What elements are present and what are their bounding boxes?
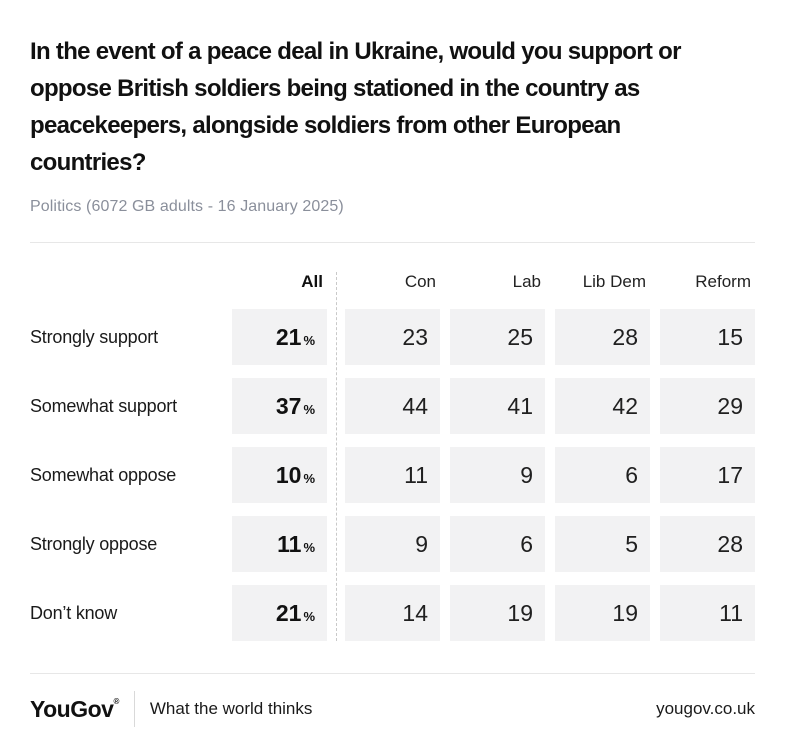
con-value-cell: 44 bbox=[345, 378, 440, 434]
all-value: 21 bbox=[275, 324, 302, 350]
survey-meta: Politics (6072 GB adults - 16 January 20… bbox=[30, 198, 344, 215]
table-row: Don’t know 21% 14 19 19 11 bbox=[30, 585, 755, 641]
column-header-all: All bbox=[301, 272, 323, 291]
reform-value-cell: 17 bbox=[660, 447, 755, 503]
libdem-value-cell: 19 bbox=[555, 585, 650, 641]
column-header-libdem: Lib Dem bbox=[582, 272, 646, 291]
all-value: 11 bbox=[277, 531, 302, 557]
con-value-cell: 9 bbox=[345, 516, 440, 572]
question-title: In the event of a peace deal in Ukraine,… bbox=[30, 33, 755, 181]
results-table: All Con Lab Lib Dem Reform Strongly supp… bbox=[30, 272, 755, 641]
footer-divider bbox=[30, 673, 755, 674]
con-value-cell: 14 bbox=[345, 585, 440, 641]
column-header-reform: Reform bbox=[695, 272, 751, 291]
percent-sign: % bbox=[303, 540, 315, 555]
registered-trademark-icon: ® bbox=[113, 696, 119, 706]
row-label: Strongly oppose bbox=[30, 533, 158, 554]
libdem-value-cell: 28 bbox=[555, 309, 650, 365]
reform-value-cell: 29 bbox=[660, 378, 755, 434]
all-value: 10 bbox=[275, 462, 302, 488]
title-line-1: In the event of a peace deal in Ukraine,… bbox=[30, 38, 681, 65]
lab-value-cell: 41 bbox=[450, 378, 545, 434]
libdem-value-cell: 6 bbox=[555, 447, 650, 503]
lab-value-cell: 19 bbox=[450, 585, 545, 641]
column-header-lab: Lab bbox=[512, 272, 541, 291]
top-divider bbox=[30, 242, 755, 243]
libdem-value-cell: 5 bbox=[555, 516, 650, 572]
footer-website-url: yougov.co.uk bbox=[656, 699, 755, 718]
lab-value-cell: 9 bbox=[450, 447, 545, 503]
all-value: 21 bbox=[275, 600, 302, 626]
percent-sign: % bbox=[303, 471, 315, 486]
footer: YouGov® What the world thinks yougov.co.… bbox=[30, 691, 755, 727]
reform-value-cell: 11 bbox=[660, 585, 755, 641]
footer-tagline: What the world thinks bbox=[149, 699, 313, 718]
lab-value-cell: 6 bbox=[450, 516, 545, 572]
row-label: Strongly support bbox=[30, 326, 158, 347]
row-label: Somewhat oppose bbox=[30, 464, 177, 485]
all-value-cell: 10% bbox=[232, 447, 327, 503]
title-line-4: countries? bbox=[30, 149, 146, 176]
title-line-3: peacekeepers, alongside soldiers from ot… bbox=[30, 112, 621, 139]
con-value-cell: 11 bbox=[345, 447, 440, 503]
table-row: Somewhat support 37% 44 41 42 29 bbox=[30, 378, 755, 434]
lab-value-cell: 25 bbox=[450, 309, 545, 365]
row-label: Somewhat support bbox=[30, 395, 177, 416]
row-label: Don’t know bbox=[30, 602, 118, 623]
all-value-cell: 21% bbox=[232, 309, 327, 365]
table-row: Strongly oppose 11% 9 6 5 28 bbox=[30, 516, 755, 572]
libdem-value-cell: 42 bbox=[555, 378, 650, 434]
table-row: Strongly support 21% 23 25 28 15 bbox=[30, 309, 755, 365]
all-value-cell: 11% bbox=[232, 516, 327, 572]
footer-brand-group: YouGov® What the world thinks bbox=[30, 691, 312, 727]
reform-value-cell: 15 bbox=[660, 309, 755, 365]
yougov-logo: YouGov® bbox=[30, 696, 119, 723]
con-value-cell: 23 bbox=[345, 309, 440, 365]
all-value: 37 bbox=[275, 393, 302, 419]
reform-value-cell: 28 bbox=[660, 516, 755, 572]
yougov-logo-text: YouGov bbox=[30, 695, 114, 722]
table-header-row: All Con Lab Lib Dem Reform bbox=[30, 272, 755, 294]
percent-sign: % bbox=[303, 402, 315, 417]
title-line-2: oppose British soldiers being stationed … bbox=[30, 75, 640, 102]
all-value-cell: 37% bbox=[232, 378, 327, 434]
footer-vertical-separator bbox=[133, 691, 135, 727]
all-value-cell: 21% bbox=[232, 585, 327, 641]
percent-sign: % bbox=[303, 609, 315, 624]
percent-sign: % bbox=[303, 333, 315, 348]
column-header-con: Con bbox=[404, 272, 436, 291]
all-vs-party-dashed-divider bbox=[336, 272, 337, 641]
table-row: Somewhat oppose 10% 11 9 6 17 bbox=[30, 447, 755, 503]
